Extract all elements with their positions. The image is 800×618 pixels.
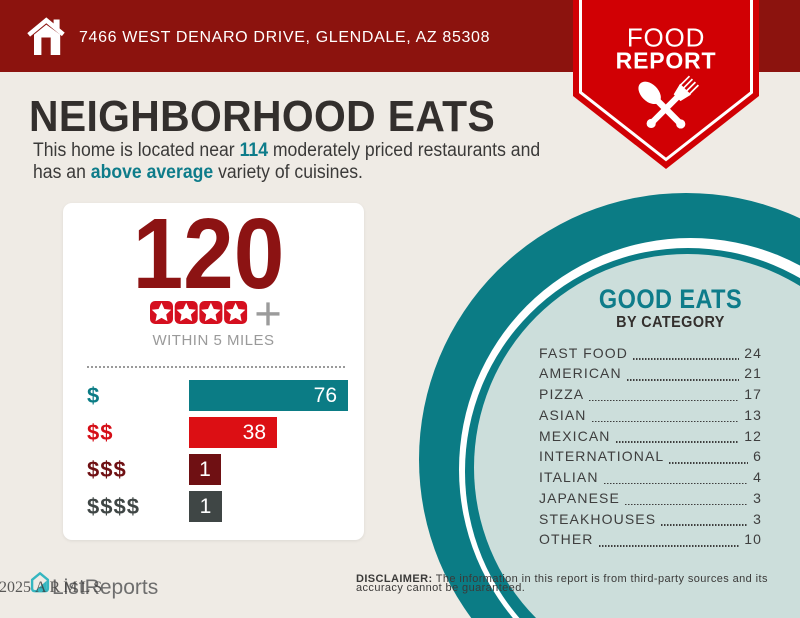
- svg-text:FOOD: FOOD: [627, 23, 705, 53]
- svg-text:REPORT: REPORT: [616, 47, 717, 73]
